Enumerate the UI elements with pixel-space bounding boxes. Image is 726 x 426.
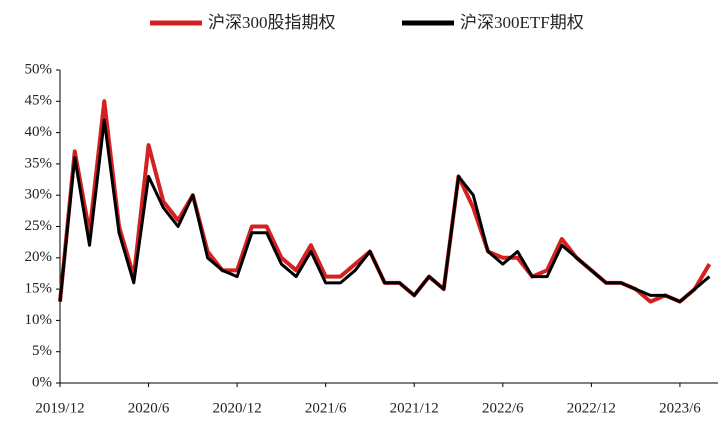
y-tick-label: 50%	[25, 61, 53, 77]
legend-label: 沪深300股指期权	[208, 13, 336, 32]
y-tick-label: 40%	[25, 124, 53, 140]
x-tick-label: 2022/12	[567, 400, 616, 416]
y-tick-label: 45%	[25, 93, 53, 109]
x-tick-label: 2023/6	[659, 400, 701, 416]
x-tick-label: 2019/12	[35, 400, 84, 416]
series-line	[58, 118, 711, 304]
y-tick-label: 35%	[25, 155, 53, 171]
y-tick-label: 25%	[25, 218, 53, 234]
y-tick-label: 20%	[25, 249, 53, 265]
x-tick-label: 2020/12	[213, 400, 262, 416]
y-tick-label: 0%	[32, 374, 52, 390]
y-tick-label: 15%	[25, 281, 53, 297]
x-tick-label: 2021/6	[305, 400, 347, 416]
legend-label: 沪深300ETF期权	[460, 13, 584, 32]
series-line	[58, 99, 712, 304]
x-tick-label: 2022/6	[482, 400, 524, 416]
x-tick-label: 2020/6	[128, 400, 170, 416]
x-tick-label: 2021/12	[390, 400, 439, 416]
y-tick-label: 5%	[32, 343, 52, 359]
y-tick-label: 10%	[25, 312, 53, 328]
y-tick-label: 30%	[25, 187, 53, 203]
